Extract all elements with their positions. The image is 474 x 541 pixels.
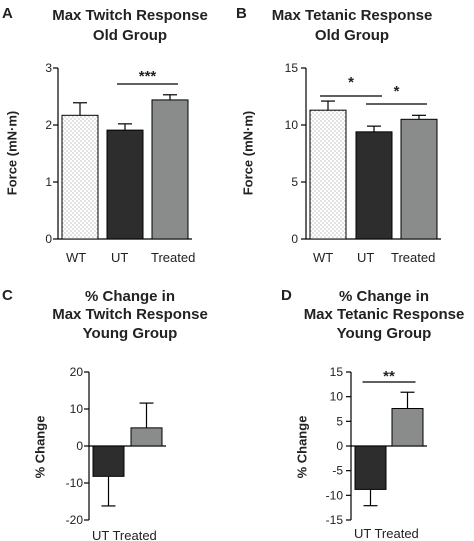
x-category-label: UT: [357, 250, 374, 265]
chart-title-line: % Change in: [85, 288, 175, 305]
significance-stars: *: [348, 74, 354, 91]
y-axis-label: % Change: [33, 416, 48, 479]
bar-ut: [355, 131, 393, 240]
chart-title-line: Old Group: [315, 27, 389, 44]
bar-ut: [106, 129, 144, 240]
y-tick-label: 10: [330, 390, 344, 404]
y-tick-label: 0: [336, 439, 343, 453]
y-tick-label: -5: [332, 464, 343, 478]
chart-title-line: Max Tetanic Response: [272, 7, 433, 24]
y-tick-label: 0: [291, 232, 298, 246]
chart-title-line: Old Group: [93, 27, 167, 44]
x-category-labels: UT Treated: [92, 528, 157, 541]
y-tick-label: -10: [326, 488, 344, 502]
y-tick-label: 15: [285, 61, 299, 75]
bar-treated: [130, 427, 163, 447]
significance-stars: **: [383, 368, 395, 385]
x-category-label: UT: [111, 250, 128, 265]
y-tick-label: 0: [45, 232, 52, 246]
y-tick-label: 5: [336, 414, 343, 428]
y-tick-label: 10: [70, 402, 84, 416]
x-category-labels: UT Treated: [354, 526, 419, 541]
x-category-label: WT: [66, 250, 86, 265]
panel-label: A: [2, 5, 13, 22]
y-axis-label: Force (mN·m): [5, 111, 20, 196]
panel-a: A Max Twitch Response Old Group Force (mN·m…: [2, 5, 208, 265]
bar-treated: [391, 408, 424, 447]
bar-treated: [400, 118, 438, 240]
y-tick-label: 3: [45, 61, 52, 75]
panel-label: C: [2, 287, 13, 304]
y-tick-label: -10: [66, 476, 84, 490]
chart-title-line: % Change in: [339, 288, 429, 305]
chart-title-line: Young Group: [83, 325, 178, 342]
x-category-label: WT: [313, 250, 333, 265]
bar-wt: [309, 109, 347, 240]
y-axis-label: % Change: [295, 416, 310, 479]
bar-ut: [92, 445, 125, 477]
chart-title-line: Max Twitch Response: [52, 7, 208, 24]
y-tick-label: 0: [76, 439, 83, 453]
x-category-label: Treated: [391, 250, 435, 265]
y-tick-label: 2: [45, 118, 52, 132]
y-tick-label: 10: [285, 118, 299, 132]
bar-ut: [354, 445, 387, 490]
y-tick-label: -20: [66, 513, 84, 527]
panel-label: D: [281, 287, 292, 304]
chart-title-line: Max Twitch Response: [52, 306, 208, 323]
panel-label: B: [236, 5, 247, 22]
significance-stars: ***: [139, 68, 157, 85]
y-tick-label: 20: [70, 365, 84, 379]
y-tick-label: -15: [326, 513, 344, 527]
y-axis-label: Force (mN·m): [241, 111, 256, 196]
x-category-label: Treated: [151, 250, 195, 265]
chart-title-line: Max Tetanic Response: [304, 306, 465, 323]
panel-b: B Max Tetanic Response Old Group Force (mN·…: [236, 5, 441, 265]
y-tick-label: 1: [45, 175, 52, 189]
bar-treated: [151, 99, 189, 240]
chart-title-line: Young Group: [337, 325, 432, 342]
y-tick-label: 5: [291, 175, 298, 189]
bar-wt: [61, 114, 99, 240]
significance-stars: *: [394, 83, 400, 100]
y-tick-label: 15: [330, 365, 344, 379]
